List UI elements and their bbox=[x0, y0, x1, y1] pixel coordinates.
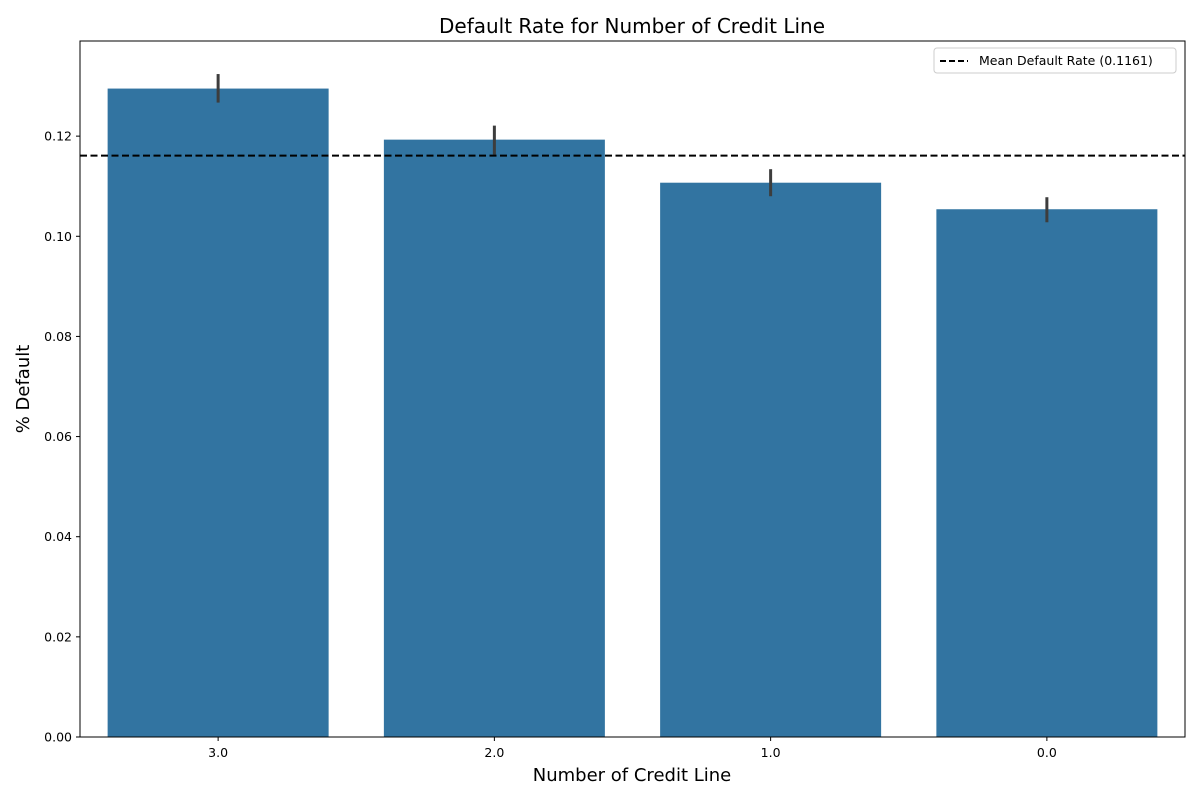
x-axis-label: Number of Credit Line bbox=[533, 765, 731, 786]
chart-title: Default Rate for Number of Credit Line bbox=[439, 14, 825, 38]
bar-1.0 bbox=[660, 182, 882, 737]
bar-0.0 bbox=[936, 209, 1158, 738]
y-axis-label: % Default bbox=[13, 345, 34, 434]
legend: Mean Default Rate (0.1161) bbox=[933, 47, 1177, 74]
y-tick-label: 0.00 bbox=[44, 730, 72, 745]
y-tick-label: 0.10 bbox=[44, 229, 72, 244]
legend-box bbox=[933, 47, 1177, 74]
y-tick-label: 0.08 bbox=[44, 329, 72, 344]
bar-3.0 bbox=[107, 88, 329, 737]
x-tick-label: 1.0 bbox=[761, 745, 781, 760]
y-tick-label: 0.06 bbox=[44, 429, 72, 444]
x-tick-label: 2.0 bbox=[484, 745, 504, 760]
y-tick-label: 0.02 bbox=[44, 629, 72, 644]
y-tick-label: 0.04 bbox=[44, 529, 72, 544]
legend-entry-mean-default-rate: Mean Default Rate (0.1161) bbox=[979, 53, 1153, 68]
x-tick-label: 3.0 bbox=[208, 745, 228, 760]
bar-2.0 bbox=[383, 139, 605, 737]
y-tick-label: 0.12 bbox=[44, 129, 72, 144]
plot-area: 0.00 0.02 0.04 0.06 0.08 0.10 0.12 3.0 2.0 1.0 0.0 bbox=[44, 40, 1186, 760]
x-tick-label: 0.0 bbox=[1037, 745, 1057, 760]
axes-frame bbox=[79, 40, 1186, 738]
